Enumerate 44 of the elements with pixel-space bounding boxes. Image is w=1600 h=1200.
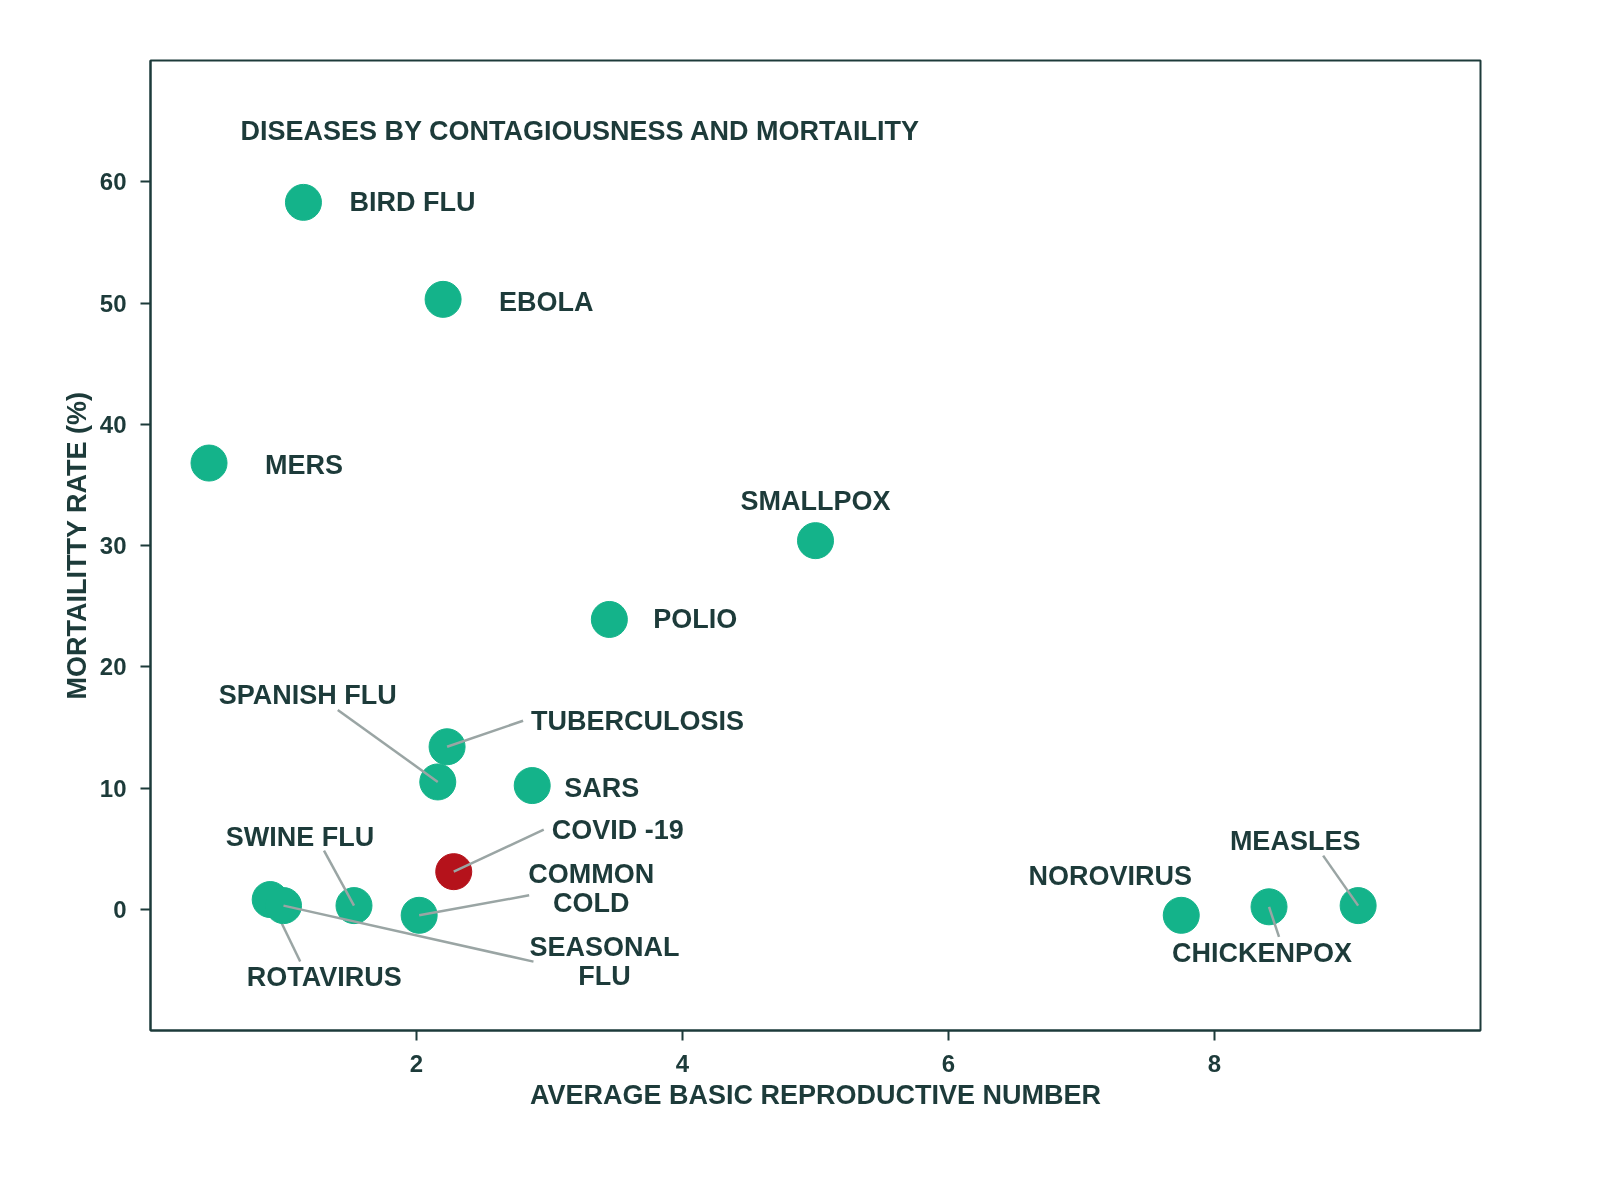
y-tick-label: 0 <box>113 895 127 923</box>
text: COVID -19 <box>551 814 684 845</box>
point <box>513 767 551 805</box>
point <box>419 763 457 801</box>
series-label: MERS <box>265 450 344 481</box>
series-label: BIRD FLU <box>349 187 476 218</box>
series-label: POLIO <box>653 604 738 635</box>
text: DISEASES BY CONTAGIOUSNESS AND MORTAILITY <box>240 115 920 146</box>
point <box>1162 896 1200 934</box>
y-axis-title: MORTAILITTY RATE (%) <box>61 392 92 700</box>
point <box>428 728 466 766</box>
y-tick-label: 60 <box>99 168 127 196</box>
x-tick-label: 4 <box>675 1049 690 1077</box>
series-label: SWINE FLU <box>225 821 375 852</box>
point <box>190 444 228 482</box>
text: COMMON COLD <box>528 859 655 918</box>
y-tick-label: 30 <box>99 532 127 559</box>
series-label: MEASLES <box>1229 825 1361 856</box>
series-label: NOROVIRUS <box>1028 861 1193 892</box>
point <box>435 853 473 891</box>
text: TUBERCULOSIS <box>531 705 745 736</box>
x-tick-label: 6 <box>941 1049 956 1077</box>
series-label: ROTAVIRUS <box>246 961 402 992</box>
point <box>284 183 322 221</box>
point <box>1339 887 1377 925</box>
point <box>335 887 373 925</box>
series-label: SMALLPOX <box>740 485 891 516</box>
point <box>797 522 834 560</box>
point <box>1250 888 1288 926</box>
text: SEASONAL FLU <box>529 932 680 991</box>
point <box>400 896 438 934</box>
point <box>424 280 462 318</box>
y-tick-label: 50 <box>99 289 127 317</box>
text: SPANISH FLU <box>218 679 397 710</box>
x-tick-label: 2 <box>409 1049 424 1077</box>
series-label: EBOLA <box>499 287 594 318</box>
x-axis-title: AVERAGE BASIC REPRODUCTIVE NUMBER <box>529 1079 1102 1110</box>
series-label: SARS <box>564 772 640 803</box>
y-tick-label: 40 <box>99 410 127 438</box>
point <box>590 601 628 638</box>
series-label: CHICKENPOX <box>1172 937 1353 968</box>
y-tick-label: 20 <box>99 653 127 681</box>
x-tick-label: 8 <box>1207 1049 1222 1077</box>
y-tick-label: 10 <box>99 774 127 802</box>
